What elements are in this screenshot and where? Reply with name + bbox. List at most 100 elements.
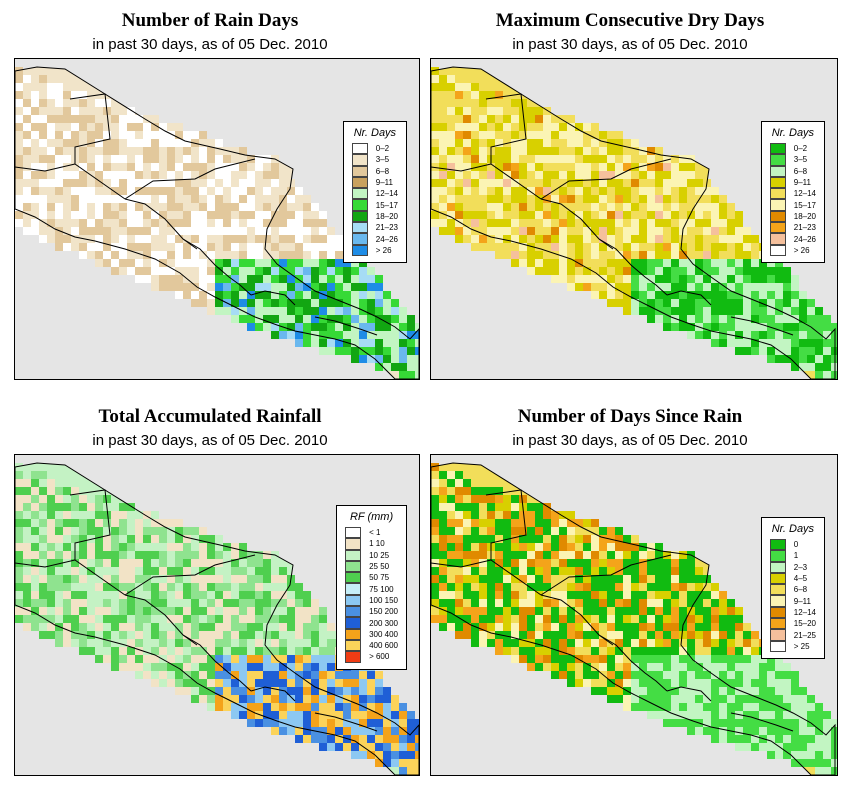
data-cells bbox=[15, 463, 419, 775]
legend-swatch bbox=[345, 527, 362, 539]
legend-label: 4–5 bbox=[793, 574, 808, 584]
map-legend: Nr. Days 0 1 2–3 4–5 6–8 9–11 12–14 15–20 21–25 >… bbox=[760, 517, 825, 659]
legend-label: 200 300 bbox=[369, 618, 398, 628]
panel-subtitle: in past 30 days, as of 05 Dec. 2010 bbox=[92, 36, 328, 53]
legend-item: 6–8 bbox=[769, 165, 816, 177]
legend-label: 9–11 bbox=[375, 178, 393, 188]
legend-swatch bbox=[769, 629, 786, 641]
legend-swatch bbox=[769, 584, 786, 596]
legend-label: 6–8 bbox=[793, 166, 808, 176]
legend-label: < 1 bbox=[369, 528, 381, 538]
legend-item: 18–20 bbox=[351, 210, 398, 223]
panel-subtitle: in past 30 days, as of 05 Dec. 2010 bbox=[512, 432, 748, 449]
country-border bbox=[730, 712, 794, 732]
country-border bbox=[666, 290, 712, 306]
country-border bbox=[250, 686, 296, 702]
legend-item: 21–25 bbox=[769, 629, 816, 641]
legend-label: 24–26 bbox=[375, 234, 398, 244]
legend-swatch bbox=[769, 233, 786, 245]
legend-item: > 25 bbox=[769, 640, 816, 652]
legend-label: 75 100 bbox=[369, 584, 394, 594]
legend-label: 24–26 bbox=[793, 234, 816, 244]
legend-swatch bbox=[769, 595, 786, 607]
country-border bbox=[124, 198, 198, 250]
panel-rain-days: Number of Rain Days in past 30 days, as … bbox=[0, 0, 420, 390]
map-legend: Nr. Days 0–2 3–5 6–8 9–11 12–14 15–17 18–20 21–… bbox=[760, 121, 825, 263]
country-border bbox=[431, 163, 492, 172]
country-border bbox=[15, 559, 76, 568]
legend-item: 1 10 bbox=[345, 538, 398, 550]
legend-title: Nr. Days bbox=[771, 127, 815, 139]
country-border bbox=[69, 489, 126, 596]
panel-subtitle: in past 30 days, as of 05 Dec. 2010 bbox=[92, 432, 328, 449]
country-border bbox=[540, 554, 672, 596]
map-rain-days: Nr. Days 0–2 3–5 6–8 9–11 12–14 15–17 18–20 21–… bbox=[14, 58, 420, 380]
legend-label: 12–14 bbox=[375, 189, 398, 199]
country-border bbox=[666, 686, 712, 702]
country-border bbox=[540, 198, 614, 250]
legend-item: 1 bbox=[769, 550, 816, 562]
panel-consecutive-dry-days: Maximum Consecutive Dry Days in past 30 … bbox=[420, 0, 840, 390]
legend-swatch bbox=[769, 222, 786, 234]
legend-swatch bbox=[345, 594, 362, 607]
country-border bbox=[314, 712, 378, 732]
legend-swatch bbox=[769, 210, 786, 223]
coastline bbox=[15, 462, 419, 775]
country-border bbox=[182, 238, 252, 296]
panel-total-rainfall: Total Accumulated Rainfall in past 30 da… bbox=[0, 396, 420, 786]
panel-title: Number of Days Since Rain bbox=[517, 406, 743, 427]
legend-item: 50 75 bbox=[345, 572, 398, 584]
legend-item: 150 200 bbox=[345, 606, 398, 618]
legend-label: > 26 bbox=[793, 245, 810, 255]
legend-label: 50 75 bbox=[369, 573, 390, 583]
legend-label: 1 10 bbox=[369, 539, 385, 549]
legend-label: 21–23 bbox=[793, 223, 816, 233]
legend-item: 200 300 bbox=[345, 617, 398, 629]
legend-label: 10 25 bbox=[369, 550, 390, 560]
legend-label: 400 600 bbox=[369, 641, 398, 651]
legend-item: 12–14 bbox=[351, 188, 398, 200]
panel-days-since-rain: Number of Days Since Rain in past 30 day… bbox=[420, 396, 840, 786]
legend-swatch bbox=[345, 628, 362, 640]
legend-item: > 26 bbox=[351, 244, 398, 256]
legend-swatch bbox=[769, 154, 786, 166]
legend-label: 18–20 bbox=[793, 211, 816, 221]
legend-swatch bbox=[351, 165, 368, 177]
legend-label: 18–20 bbox=[375, 211, 398, 221]
legend-item: 9–11 bbox=[351, 176, 398, 189]
legend-label: 2–3 bbox=[793, 562, 808, 572]
map-consecutive-dry-days: Nr. Days 0–2 3–5 6–8 9–11 12–14 15–17 18–20 21–… bbox=[430, 58, 838, 380]
legend-label: 0 bbox=[793, 540, 799, 550]
legend-swatch bbox=[351, 199, 368, 211]
legend-item: 12–14 bbox=[769, 188, 816, 200]
country-border bbox=[485, 489, 542, 596]
legend-item: 24–26 bbox=[769, 233, 816, 245]
legend-title: Nr. Days bbox=[353, 127, 397, 139]
legend-item: 4–5 bbox=[769, 572, 816, 585]
legend-item: 21–23 bbox=[769, 222, 816, 234]
country-border bbox=[124, 554, 256, 596]
legend-swatch bbox=[769, 199, 786, 211]
legend-item: 12–14 bbox=[769, 606, 816, 619]
legend-swatch bbox=[769, 244, 786, 256]
legend-label: > 600 bbox=[369, 652, 390, 662]
legend-swatch bbox=[345, 617, 362, 629]
legend-label: 12–14 bbox=[793, 607, 816, 617]
legend-swatch bbox=[345, 538, 362, 550]
legend-swatch bbox=[345, 549, 362, 561]
legend-label: 15–17 bbox=[793, 200, 816, 210]
country-border bbox=[540, 158, 672, 200]
legend-swatch bbox=[345, 651, 362, 663]
legend-swatch bbox=[351, 188, 368, 200]
legend-item: 300 400 bbox=[345, 628, 398, 640]
legend-swatch bbox=[351, 154, 368, 166]
country-border bbox=[431, 559, 492, 568]
legend-swatch bbox=[345, 560, 362, 573]
legend-item: 6–8 bbox=[769, 584, 816, 596]
legend-label: > 26 bbox=[375, 245, 392, 255]
legend-item: 0–2 bbox=[769, 143, 816, 155]
legend-swatch bbox=[769, 606, 786, 619]
data-cells bbox=[431, 463, 837, 775]
country-border bbox=[598, 238, 668, 296]
